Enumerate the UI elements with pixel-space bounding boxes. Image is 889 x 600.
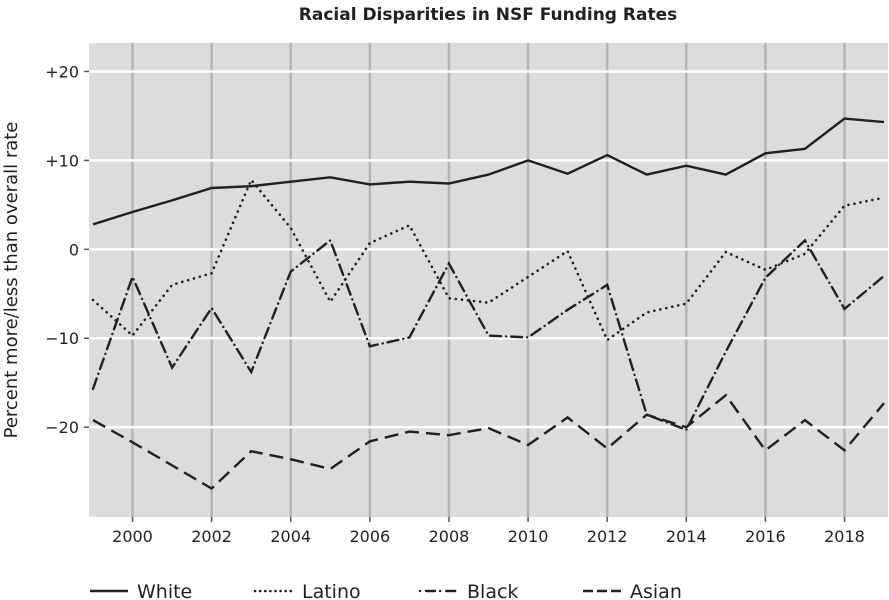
x-tick-label: 2002 xyxy=(191,527,232,546)
legend-item-black: Black xyxy=(418,581,518,600)
y-tick-label: 0 xyxy=(69,240,79,259)
series-line-asian xyxy=(92,393,885,490)
x-tick-label: 2012 xyxy=(587,527,628,546)
x-axis: 2000 2002 2004 2006 2008 2010 2012 2014 2016 2018 xyxy=(112,517,865,546)
horizontal-gridlines xyxy=(89,70,888,429)
x-tick-label: 2018 xyxy=(824,527,865,546)
legend-label: Asian xyxy=(630,581,682,600)
plot-area xyxy=(89,43,888,517)
legend-item-asian: Asian xyxy=(583,581,682,600)
x-tick-label: 2000 xyxy=(112,527,153,546)
y-tick-label: +10 xyxy=(45,151,79,170)
chart-title: Racial Disparities in NSF Funding Rates xyxy=(299,5,677,25)
y-axis: +20 +10 0 −10 −20 xyxy=(45,62,89,437)
y-tick-label: +20 xyxy=(45,62,79,81)
y-tick-label: −20 xyxy=(45,418,79,437)
x-tick-label: 2016 xyxy=(745,527,786,546)
series-lines xyxy=(91,117,886,490)
x-tick-label: 2010 xyxy=(508,527,549,546)
legend-label: Latino xyxy=(302,581,361,600)
legend-label: White xyxy=(137,581,192,600)
legend-item-latino: Latino xyxy=(253,581,361,600)
x-tick-label: 2004 xyxy=(270,527,311,546)
legend-label: Black xyxy=(467,581,518,600)
y-tick-label: −10 xyxy=(45,329,79,348)
legend-item-white: White xyxy=(90,581,192,600)
x-tick-label: 2014 xyxy=(666,527,707,546)
legend: White Latino Black Asian xyxy=(90,581,682,600)
series-line-black xyxy=(91,238,886,432)
x-tick-label: 2008 xyxy=(429,527,470,546)
x-tick-label: 2006 xyxy=(349,527,390,546)
y-axis-label: Percent more/less than overall rate xyxy=(1,122,22,439)
series-line-white xyxy=(92,117,885,226)
